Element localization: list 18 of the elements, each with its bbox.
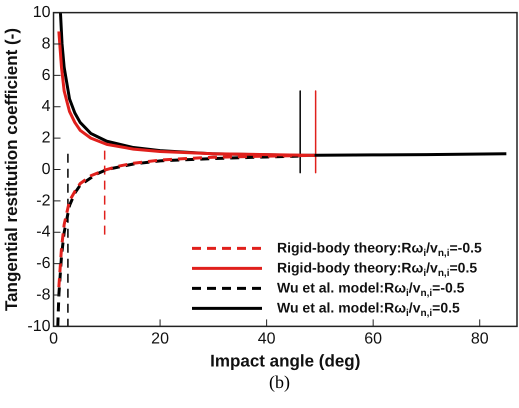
y-tick-label: 6 — [42, 66, 51, 84]
x-tick-label: 40 — [258, 330, 276, 348]
y-tick-label: 10 — [32, 4, 51, 22]
y-tick-label: 0 — [42, 160, 51, 178]
y-tick-label: 4 — [42, 98, 51, 116]
x-tick-label: 20 — [151, 330, 170, 348]
y-tick-label: -8 — [36, 286, 51, 304]
x-tick-label: 80 — [470, 330, 489, 348]
y-tick-label: 8 — [42, 35, 51, 52]
y-tick-label: -6 — [36, 255, 51, 272]
x-axis-title: Impact angle (deg) — [210, 351, 360, 370]
y-tick-label: 2 — [42, 130, 51, 147]
y-tick-label: -10 — [27, 318, 51, 335]
x-tick-label: 60 — [364, 330, 382, 348]
y-tick-label: -4 — [36, 224, 51, 241]
y-axis-title: Tangential restitution coefficient (-) — [2, 28, 21, 312]
y-tick-label: -2 — [36, 192, 51, 210]
text: (b) — [268, 372, 291, 393]
